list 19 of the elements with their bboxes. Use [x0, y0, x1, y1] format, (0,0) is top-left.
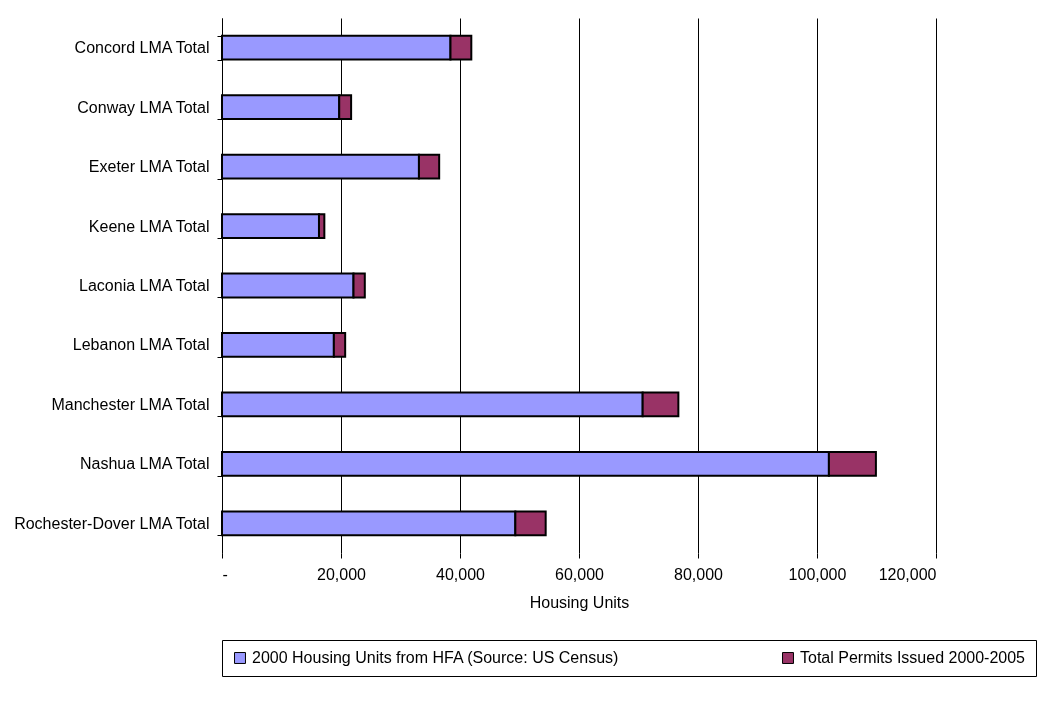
x-tick-label: 20,000: [317, 565, 367, 583]
y-tick-label: Keene LMA Total: [88, 217, 210, 235]
x-tick-label: 120,000: [878, 565, 937, 583]
legend-label: Total Permits Issued 2000-2005: [800, 649, 1026, 666]
y-tick-label: Rochester-Dover LMA Total: [14, 514, 210, 532]
x-tick-label: 100,000: [788, 565, 847, 583]
x-tick-label: -: [222, 565, 228, 583]
y-tick-label: Manchester LMA Total: [51, 395, 210, 413]
y-tick-label: Conway LMA Total: [77, 98, 210, 116]
x-tick-label: 80,000: [674, 565, 724, 583]
x-axis-title: Housing Units: [529, 593, 630, 611]
y-tick-label: Concord LMA Total: [74, 39, 210, 57]
x-tick-label: 60,000: [555, 565, 605, 583]
y-tick-label: Nashua LMA Total: [79, 455, 210, 473]
y-tick-label: Lebanon LMA Total: [72, 336, 210, 354]
y-tick-label: Exeter LMA Total: [88, 158, 210, 176]
x-tick-label: 40,000: [436, 565, 486, 583]
legend-label: 2000 Housing Units from HFA (Source: US Census): [252, 649, 619, 666]
y-tick-label: Laconia LMA Total: [79, 277, 210, 294]
